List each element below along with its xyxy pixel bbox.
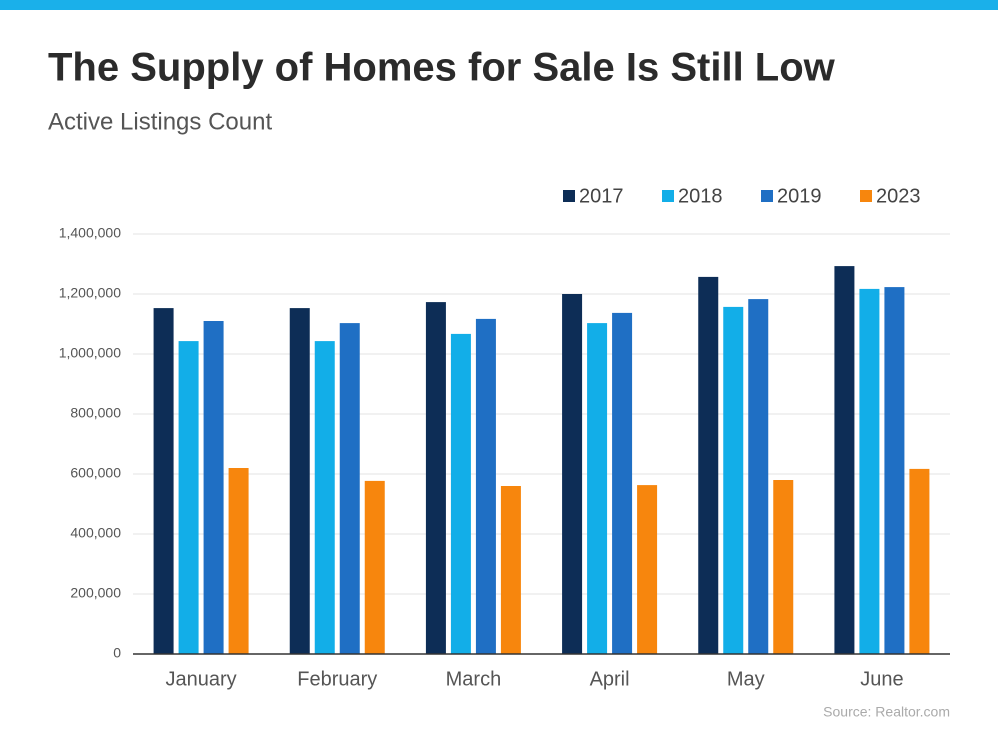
y-tick-label: 200,000 <box>70 585 121 601</box>
x-tick-label: January <box>166 668 237 690</box>
x-tick-label: June <box>860 668 903 690</box>
bar <box>773 480 794 654</box>
bar <box>909 468 930 654</box>
bar <box>723 306 744 654</box>
bar <box>289 308 310 654</box>
bar <box>562 294 583 654</box>
bar <box>884 287 905 654</box>
bar <box>698 276 719 654</box>
bar <box>859 288 880 654</box>
bar <box>314 341 335 654</box>
source: Source: Realtor.com <box>823 704 950 720</box>
bar <box>612 312 633 654</box>
bar <box>834 266 855 654</box>
bar <box>153 308 174 654</box>
bar <box>587 323 608 654</box>
bar <box>228 468 249 654</box>
chart-title: The Supply of Homes for Sale Is Still Lo… <box>48 46 836 90</box>
bar <box>475 318 496 654</box>
x-tick-label: February <box>297 668 377 690</box>
y-tick-label: 1,400,000 <box>59 225 121 241</box>
bar <box>500 486 521 654</box>
bar <box>203 321 224 654</box>
legend-swatch <box>860 190 872 202</box>
bar <box>748 299 769 654</box>
y-tick-label: 0 <box>113 645 121 661</box>
legend-label: 2017 <box>579 185 624 207</box>
y-tick-label: 600,000 <box>70 465 121 481</box>
y-tick-label: 800,000 <box>70 405 121 421</box>
bar <box>178 341 199 654</box>
x-tick-label: March <box>446 668 502 690</box>
legend-label: 2019 <box>777 185 822 207</box>
y-tick-label: 1,000,000 <box>59 345 121 361</box>
bar <box>425 302 446 654</box>
legend-swatch <box>563 190 575 202</box>
legend-swatch <box>761 190 773 202</box>
bar <box>637 485 658 654</box>
x-tick-label: April <box>590 668 630 690</box>
bar <box>364 480 385 654</box>
bar <box>450 333 471 654</box>
y-tick-label: 1,200,000 <box>59 285 121 301</box>
legend-swatch <box>662 190 674 202</box>
x-tick-label: May <box>727 668 765 690</box>
bar <box>339 323 360 654</box>
chart-subtitle: Active Listings Count <box>48 108 272 135</box>
top-stripe <box>0 0 998 10</box>
legend-label: 2018 <box>678 185 723 207</box>
y-tick-label: 400,000 <box>70 525 121 541</box>
legend-label: 2023 <box>876 185 921 207</box>
